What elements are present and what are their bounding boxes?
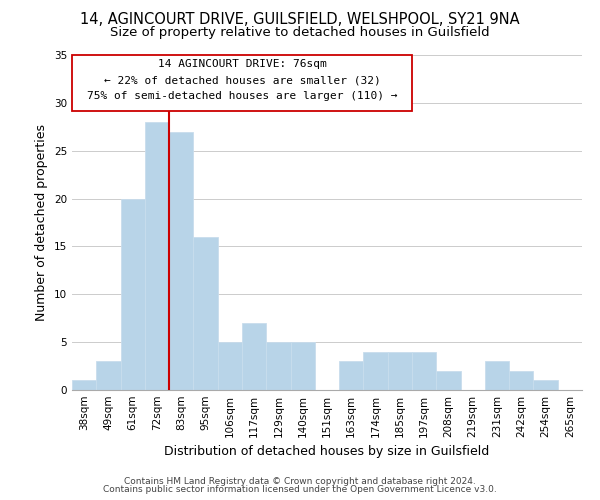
Text: 14, AGINCOURT DRIVE, GUILSFIELD, WELSHPOOL, SY21 9NA: 14, AGINCOURT DRIVE, GUILSFIELD, WELSHPO… [80,12,520,28]
Text: 14 AGINCOURT DRIVE: 76sqm: 14 AGINCOURT DRIVE: 76sqm [158,59,326,69]
Text: ← 22% of detached houses are smaller (32): ← 22% of detached houses are smaller (32… [104,75,380,85]
Bar [290,342,315,390]
Text: 75% of semi-detached houses are larger (110) →: 75% of semi-detached houses are larger (… [87,92,397,102]
X-axis label: Distribution of detached houses by size in Guilsfield: Distribution of detached houses by size … [164,446,490,458]
Bar [218,342,242,390]
Text: Contains public sector information licensed under the Open Government Licence v3: Contains public sector information licen… [103,484,497,494]
Bar [364,352,388,390]
Y-axis label: Number of detached properties: Number of detached properties [35,124,49,321]
Bar [193,237,218,390]
Bar [509,371,533,390]
Bar [121,198,145,390]
Bar [485,362,509,390]
Bar [412,352,436,390]
Bar [388,352,412,390]
Bar [436,371,461,390]
Bar [533,380,558,390]
Text: Contains HM Land Registry data © Crown copyright and database right 2024.: Contains HM Land Registry data © Crown c… [124,477,476,486]
Bar [339,362,364,390]
Bar [96,362,121,390]
Bar [72,380,96,390]
Bar [169,132,193,390]
Bar [145,122,169,390]
Bar [266,342,290,390]
Text: Size of property relative to detached houses in Guilsfield: Size of property relative to detached ho… [110,26,490,39]
Bar [242,323,266,390]
FancyBboxPatch shape [72,55,412,110]
